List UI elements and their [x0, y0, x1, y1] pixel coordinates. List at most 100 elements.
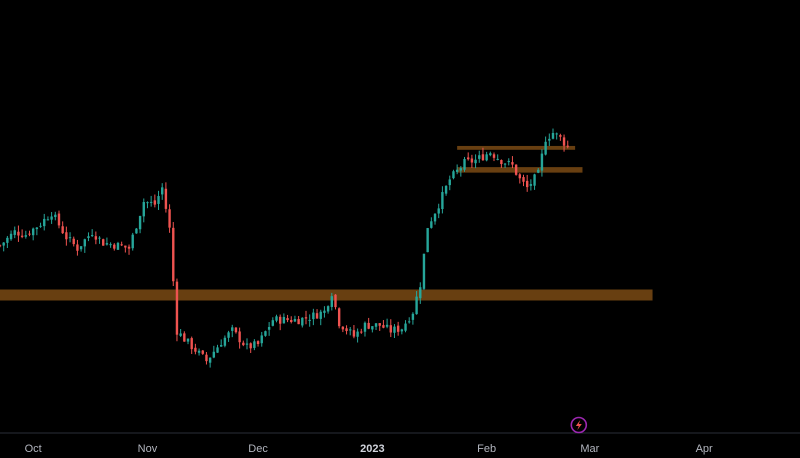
candle-up[interactable] [489, 151, 492, 157]
candle-up[interactable] [131, 232, 134, 251]
candle-up[interactable] [415, 291, 418, 315]
candle-down[interactable] [168, 204, 171, 233]
candle-up[interactable] [404, 320, 407, 333]
candle-up[interactable] [275, 314, 278, 323]
candle-up[interactable] [537, 168, 540, 174]
candle-up[interactable] [227, 330, 230, 342]
candle-down[interactable] [334, 294, 337, 310]
candle-up[interactable] [149, 195, 153, 207]
candle-up[interactable] [161, 183, 164, 200]
candle-down[interactable] [94, 231, 98, 245]
resistance-zone[interactable] [457, 167, 583, 173]
candle-down[interactable] [61, 221, 64, 235]
candle-up[interactable] [83, 238, 86, 253]
candle-down[interactable] [467, 152, 470, 161]
candle-down[interactable] [102, 238, 105, 246]
candle-up[interactable] [50, 211, 53, 224]
candle-up[interactable] [437, 203, 440, 219]
candle-down[interactable] [65, 226, 68, 246]
candle-up[interactable] [223, 335, 227, 348]
candle-up[interactable] [400, 328, 404, 335]
candle-up[interactable] [411, 312, 415, 325]
candle-up[interactable] [157, 190, 160, 210]
candle-down[interactable] [492, 152, 496, 162]
candle-down[interactable] [389, 319, 392, 338]
candle-down[interactable] [0, 244, 2, 248]
candle-up[interactable] [186, 338, 190, 345]
candle-down[interactable] [175, 278, 179, 342]
candle-up[interactable] [271, 317, 275, 327]
candle-up[interactable] [6, 235, 9, 249]
candle-up[interactable] [105, 237, 109, 246]
candle-up[interactable] [544, 136, 547, 156]
candle-down[interactable] [559, 133, 562, 141]
candle-up[interactable] [197, 348, 201, 356]
candle-down[interactable] [562, 134, 566, 152]
candle-down[interactable] [566, 140, 569, 149]
candle-up[interactable] [31, 227, 35, 241]
candle-down[interactable] [522, 174, 525, 187]
candle-up[interactable] [474, 154, 477, 169]
candle-up[interactable] [540, 149, 544, 177]
candle-down[interactable] [337, 307, 341, 329]
candle-up[interactable] [448, 175, 451, 191]
candle-down[interactable] [249, 342, 252, 353]
candle-up[interactable] [408, 317, 411, 324]
candle-up[interactable] [330, 292, 333, 311]
candle-down[interactable] [514, 164, 518, 176]
candle-up[interactable] [371, 326, 374, 333]
candle-down[interactable] [304, 310, 308, 325]
candle-up[interactable] [179, 329, 182, 337]
candle-down[interactable] [297, 316, 300, 325]
candle-up[interactable] [385, 318, 389, 329]
candle-up[interactable] [282, 313, 286, 324]
candle-up[interactable] [9, 230, 13, 241]
candle-up[interactable] [433, 213, 437, 225]
candle-up[interactable] [293, 315, 297, 323]
candle-up[interactable] [503, 163, 507, 168]
candle-up[interactable] [208, 357, 212, 368]
candle-down[interactable] [76, 239, 79, 256]
candle-down[interactable] [511, 156, 514, 169]
candle-up[interactable] [356, 328, 359, 343]
candle-up[interactable] [260, 331, 263, 347]
candle-up[interactable] [459, 166, 463, 177]
candle-up[interactable] [349, 327, 352, 336]
candle-up[interactable] [455, 164, 459, 175]
candle-down[interactable] [470, 154, 474, 168]
candle-up[interactable] [548, 133, 551, 146]
candle-down[interactable] [315, 309, 319, 319]
candle-up[interactable] [326, 305, 330, 314]
candle-up[interactable] [426, 227, 429, 253]
candle-up[interactable] [79, 246, 83, 252]
candle-up[interactable] [46, 216, 50, 221]
candle-up[interactable] [212, 345, 216, 359]
candle-up[interactable] [267, 322, 271, 336]
candle-up[interactable] [216, 344, 219, 353]
candle-up[interactable] [452, 169, 455, 180]
resistance-zone[interactable] [457, 145, 576, 150]
candle-down[interactable] [127, 244, 131, 255]
candle-up[interactable] [219, 339, 223, 347]
candle-up[interactable] [312, 308, 315, 326]
candle-up[interactable] [39, 222, 42, 228]
candle-up[interactable] [485, 151, 488, 162]
candle-up[interactable] [507, 158, 510, 166]
candle-up[interactable] [393, 324, 396, 338]
candle-up[interactable] [24, 230, 28, 239]
candle-down[interactable] [290, 316, 293, 324]
candle-up[interactable] [264, 330, 267, 337]
candle-up[interactable] [301, 317, 304, 328]
candle-down[interactable] [360, 328, 363, 334]
candle-up[interactable] [135, 228, 138, 234]
candle-up[interactable] [374, 323, 378, 331]
candle-up[interactable] [419, 282, 422, 304]
candle-up[interactable] [146, 201, 149, 209]
candle-up[interactable] [496, 154, 499, 161]
candle-down[interactable] [20, 229, 24, 239]
candle-up[interactable] [422, 253, 426, 291]
candle-up[interactable] [116, 241, 120, 250]
candle-down[interactable] [190, 336, 193, 354]
candle-down[interactable] [124, 245, 127, 253]
